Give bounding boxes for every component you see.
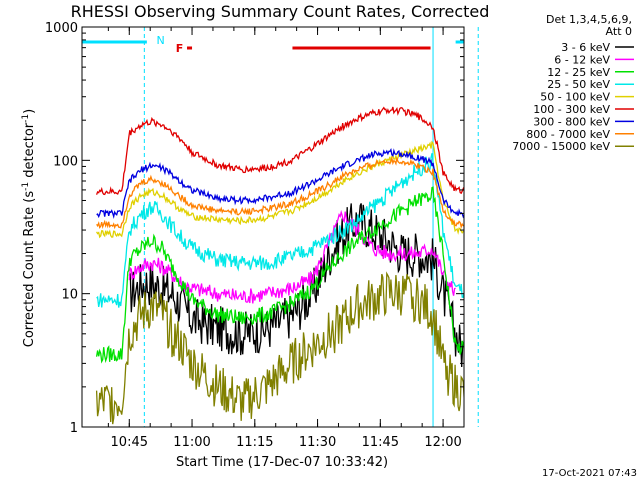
legend-header: Det 1,3,4,5,6,9, [546,13,632,26]
timestamp: 17-Oct-2021 07:43 [542,468,637,479]
series-line [96,148,464,220]
y-tick-label: 100 [53,154,78,169]
x-tick-label: 11:15 [236,435,273,450]
series-line [95,106,464,196]
plot-frame [81,26,465,428]
flare-label: F [176,42,184,55]
x-tick-label: 11:30 [299,435,336,450]
chart-title: RHESSI Observing Summary Count Rates, Co… [71,2,490,21]
legend-entry: 12 - 25 keV [547,66,610,79]
x-axis: 10:45 11:00 11:15 11:30 11:45 12:00 [107,27,462,450]
y-axis: 1 10 100 1000 [45,21,464,436]
legend-entry: 100 - 300 keV [533,103,610,116]
legend-entry: 7000 - 15000 keV [512,140,610,153]
series-line [95,271,464,425]
y-axis-label: Corrected Count Rate (s-1 detector-1) [21,109,37,347]
observing-flags: NF [82,27,479,427]
x-axis-label: Start Time (17-Dec-07 10:33:42) [176,455,388,470]
legend-header: Att 0 [606,25,632,38]
legend-entry: 800 - 7000 keV [526,128,610,141]
x-tick-label: 12:00 [424,435,461,450]
y-tick-label: 1 [70,421,78,436]
legend-entry: 25 - 50 keV [547,78,610,91]
series-line [95,186,464,364]
x-tick-label: 11:45 [362,435,399,450]
series-line [96,156,464,230]
legend-entry: 50 - 100 keV [540,91,610,104]
legend-entry: 3 - 6 keV [561,41,610,54]
night-label: N [157,34,165,47]
legend-entry: 6 - 12 keV [554,53,610,66]
x-tick-label: 10:45 [111,435,148,450]
y-tick-label: 10 [61,288,78,303]
legend-entry: 300 - 800 keV [533,115,610,128]
series-group [95,106,464,425]
series-line [96,153,464,308]
series-line [96,140,464,239]
x-tick-label: 11:00 [173,435,210,450]
y-tick-label: 1000 [45,21,78,36]
